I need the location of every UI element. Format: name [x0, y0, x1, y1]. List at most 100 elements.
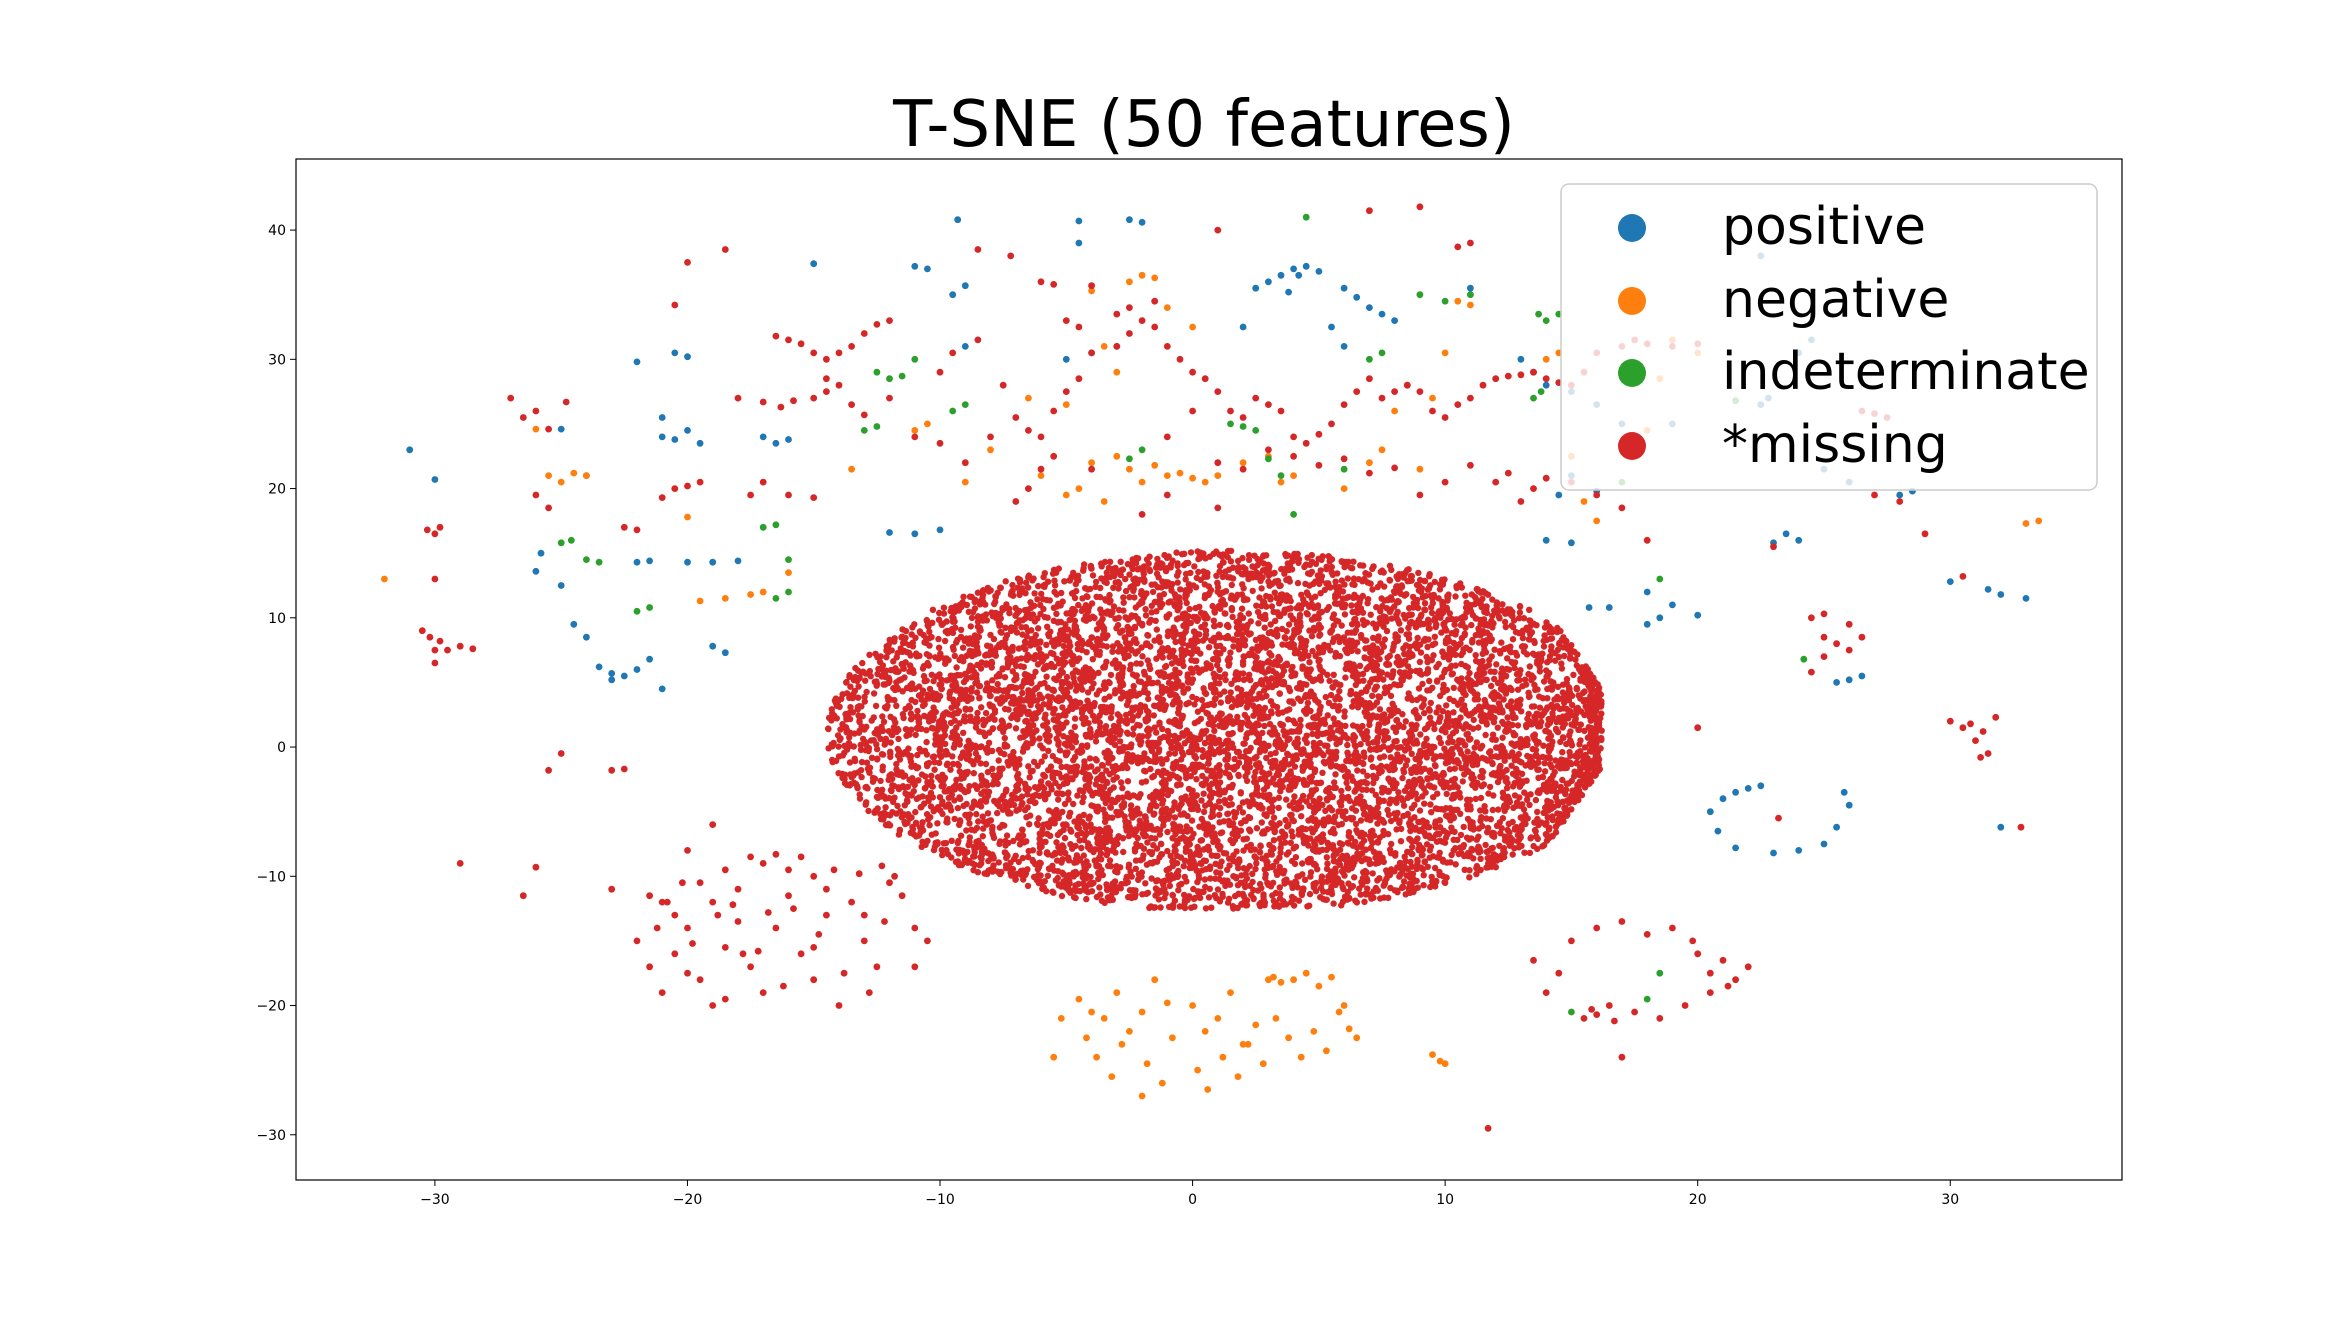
point-missing: [1131, 845, 1139, 852]
point-missing: [1219, 573, 1227, 580]
point-missing: [1114, 621, 1122, 629]
point-missing: [1071, 818, 1078, 825]
point-missing: [1213, 572, 1220, 579]
point-missing: [1050, 604, 1058, 611]
point-missing: [1330, 900, 1337, 907]
point-missing: [1135, 794, 1143, 801]
point-missing: [1235, 568, 1242, 575]
point-missing: [1178, 682, 1185, 690]
point-missing: [1019, 631, 1026, 638]
point-missing: [1496, 693, 1503, 700]
point-missing: [1305, 652, 1312, 659]
point-missing: [936, 794, 944, 801]
point-missing: [1277, 849, 1284, 856]
point-missing: [1415, 569, 1422, 577]
point-missing: [898, 676, 905, 683]
point-missing: [989, 765, 996, 772]
point-missing: [1267, 751, 1274, 758]
point-missing: [1444, 710, 1452, 717]
point-missing: [923, 738, 930, 746]
point-missing: [1124, 730, 1132, 737]
point-missing: [1307, 835, 1314, 842]
point-missing: [1039, 745, 1047, 752]
point-missing: [1185, 559, 1192, 567]
point-missing: [1181, 904, 1189, 912]
point-missing: [1248, 792, 1256, 799]
point-missing: [974, 589, 982, 596]
point-missing: [1044, 872, 1052, 879]
point-missing: [1431, 864, 1439, 872]
point-missing: [1261, 624, 1268, 631]
point-missing: [873, 745, 881, 753]
point-missing: [1187, 549, 1195, 556]
point-missing: [1215, 798, 1223, 805]
point-missing: [1306, 902, 1313, 909]
point-missing: [1058, 589, 1065, 597]
point-missing: [1191, 701, 1198, 708]
point-missing: [1402, 718, 1410, 725]
point-missing: [1477, 773, 1484, 780]
point-missing: [914, 751, 921, 759]
point-missing: [1338, 880, 1345, 887]
point-missing: [1276, 884, 1284, 891]
point-missing: [1030, 858, 1037, 865]
point-missing: [1309, 647, 1316, 655]
point-missing: [1324, 712, 1332, 719]
point-missing: [977, 760, 984, 767]
point-missing: [867, 673, 874, 680]
point-missing: [1285, 761, 1292, 768]
point-missing: [1144, 839, 1151, 846]
point-missing: [1369, 586, 1376, 593]
point-missing: [982, 760, 990, 768]
point-missing: [870, 690, 878, 697]
point-missing: [1151, 702, 1158, 709]
point-missing: [1477, 855, 1484, 862]
point-missing: [1070, 869, 1077, 876]
point-missing: [1158, 851, 1166, 858]
point-missing: [925, 816, 932, 823]
point-missing: [1448, 745, 1456, 753]
point-missing: [1007, 810, 1014, 817]
point-missing: [1156, 639, 1164, 646]
point-missing: [1427, 699, 1435, 707]
point-missing: [926, 822, 933, 829]
point-missing: [1491, 646, 1498, 653]
point-missing: [1142, 813, 1149, 820]
point-missing: [1377, 580, 1384, 587]
point-missing: [1490, 620, 1497, 627]
point-missing: [1482, 841, 1489, 849]
point-missing: [1482, 649, 1490, 656]
point-missing: [1439, 708, 1447, 715]
point-missing: [1013, 629, 1021, 636]
point-missing: [1124, 778, 1132, 785]
point-missing: [1082, 832, 1089, 839]
point-missing: [1154, 555, 1161, 563]
point-missing: [873, 741, 880, 748]
point-missing: [1417, 649, 1425, 656]
point-missing: [967, 623, 974, 630]
point-missing: [1292, 843, 1300, 850]
point-missing: [985, 715, 993, 723]
point-missing: [1520, 806, 1528, 813]
point-missing: [1388, 840, 1395, 848]
point-missing: [1462, 592, 1469, 599]
point-missing: [1485, 790, 1492, 797]
point-missing: [1017, 795, 1024, 802]
point-missing: [1240, 836, 1247, 843]
point-missing: [1132, 857, 1140, 864]
point-missing: [1115, 585, 1122, 592]
point-missing: [1009, 581, 1016, 589]
point-missing: [1071, 715, 1079, 722]
point-missing: [1088, 565, 1095, 572]
point-missing: [868, 754, 876, 761]
point-missing: [1118, 779, 1125, 786]
point-missing: [1499, 709, 1506, 716]
point-missing: [1363, 780, 1371, 787]
point-missing: [1053, 857, 1061, 864]
point-missing: [1370, 620, 1377, 627]
point-missing: [1125, 832, 1133, 840]
point-missing: [1526, 663, 1534, 670]
point-missing: [1329, 614, 1336, 622]
point-missing: [960, 802, 967, 810]
point-missing: [1349, 722, 1357, 729]
